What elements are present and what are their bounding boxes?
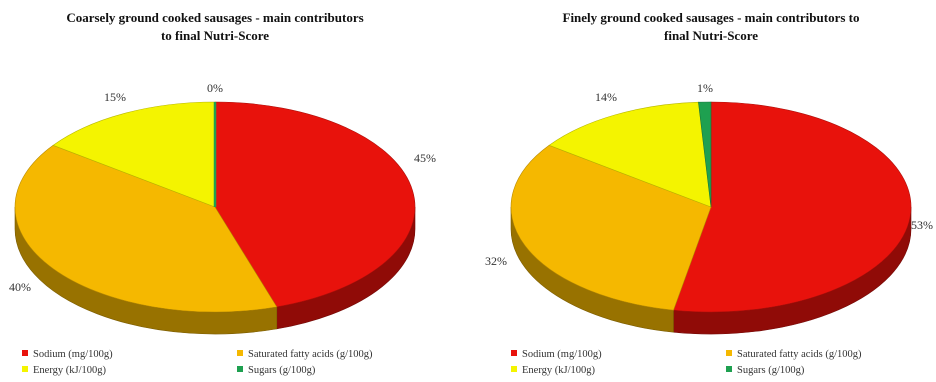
chart-title-line-2: to final Nutri-Score bbox=[161, 28, 269, 43]
legend-label: Energy (kJ/100g) bbox=[33, 365, 107, 376]
legend: Sodium (mg/100g) Saturated fatty acids (g… bbox=[22, 349, 373, 376]
legend-swatch bbox=[22, 366, 28, 372]
data-label: 45% bbox=[414, 151, 436, 165]
legend-label: Sugars (g/100g) bbox=[737, 365, 805, 376]
legend-swatch bbox=[237, 366, 243, 372]
legend-label: Sugars (g/100g) bbox=[248, 365, 316, 376]
pie-slice bbox=[673, 101, 912, 313]
legend-swatch bbox=[511, 350, 517, 356]
data-label: 53% bbox=[911, 218, 933, 232]
pie-slice bbox=[214, 101, 416, 308]
chart-title-line-2: final Nutri-Score bbox=[664, 28, 758, 43]
pie-slice bbox=[698, 101, 712, 208]
chart-title-line-1: Finely ground cooked sausages - main con… bbox=[563, 10, 860, 25]
pie-slice bbox=[14, 144, 278, 313]
legend-swatch bbox=[22, 350, 28, 356]
pie-chart-2: Finely ground cooked sausages - main con… bbox=[485, 10, 933, 376]
pie-slice bbox=[52, 101, 216, 208]
legend-swatch bbox=[511, 366, 517, 372]
data-label: 40% bbox=[9, 280, 31, 294]
pie-slice bbox=[548, 101, 712, 208]
pie-chart-1: Coarsely ground cooked sausages - main c… bbox=[9, 10, 436, 376]
legend-label: Sodium (mg/100g) bbox=[33, 349, 113, 360]
legend-label: Sodium (mg/100g) bbox=[522, 349, 602, 360]
legend-swatch bbox=[726, 350, 732, 356]
data-label: 1% bbox=[697, 81, 713, 95]
pie-slice bbox=[510, 144, 712, 311]
data-label: 0% bbox=[207, 81, 223, 95]
legend-label: Saturated fatty acids (g/100g) bbox=[737, 349, 862, 360]
data-label: 14% bbox=[595, 90, 617, 104]
chart-title-line-1: Coarsely ground cooked sausages - main c… bbox=[66, 10, 363, 25]
legend: Sodium (mg/100g) Saturated fatty acids (g… bbox=[511, 349, 862, 376]
legend-swatch bbox=[237, 350, 243, 356]
legend-label: Saturated fatty acids (g/100g) bbox=[248, 349, 373, 360]
legend-swatch bbox=[726, 366, 732, 372]
data-label: 15% bbox=[104, 90, 126, 104]
data-label: 32% bbox=[485, 254, 507, 268]
legend-label: Energy (kJ/100g) bbox=[522, 365, 596, 376]
